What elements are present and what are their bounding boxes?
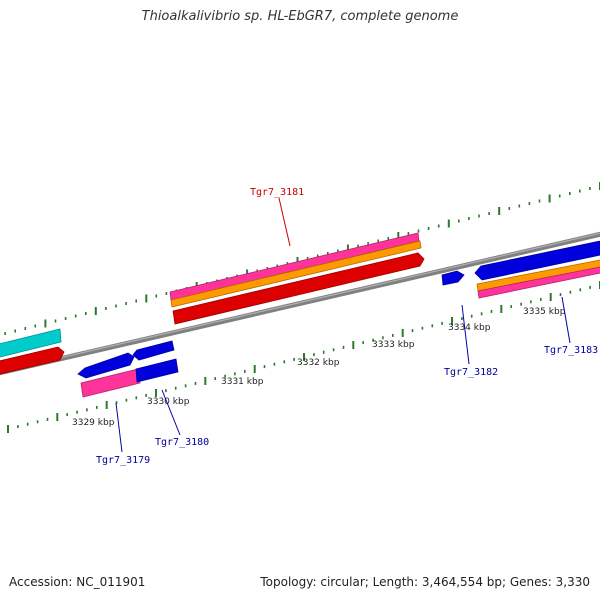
leader-3179 xyxy=(115,402,123,453)
genome-backbone xyxy=(0,231,600,376)
tick-labels: 3329 kbp 3330 kbp 3331 kbp 3332 kbp 3333… xyxy=(72,307,566,428)
genome-summary-text: Topology: circular; Length: 3,464,554 bp… xyxy=(260,575,590,589)
gene-label-tgr7-3182[interactable]: Tgr7_3182 xyxy=(444,367,498,378)
gene-label-tgr7-3181[interactable]: Tgr7_3181 xyxy=(250,187,304,198)
cds-reverse-3181 xyxy=(172,252,425,325)
leader-3181 xyxy=(278,197,291,247)
cds-forward-3179a xyxy=(77,352,135,379)
rna-feature-3179 xyxy=(80,368,141,398)
tick-label-3334: 3334 kbp xyxy=(448,323,491,333)
genome-backbone-highlight xyxy=(0,232,600,373)
cyan-feature-left xyxy=(0,328,62,358)
orange-feature-3183 xyxy=(476,259,600,292)
cds-reverse-left xyxy=(0,346,65,375)
leader-3182 xyxy=(461,304,470,365)
cds-forward-3182 xyxy=(441,270,465,286)
tick-label-3330: 3330 kbp xyxy=(147,397,190,407)
tick-label-3335: 3335 kbp xyxy=(523,307,566,317)
inner-tick-track xyxy=(7,281,600,433)
tick-label-3333: 3333 kbp xyxy=(372,340,415,350)
tick-label-3331: 3331 kbp xyxy=(221,377,264,387)
cds-forward-3183 xyxy=(474,240,600,281)
leader-3183 xyxy=(561,296,571,344)
map-title: Thioalkalivibrio sp. HL-EbGR7, complete … xyxy=(141,9,459,24)
cds-forward-3179b xyxy=(132,340,175,361)
tick-label-3332: 3332 kbp xyxy=(297,358,340,368)
outer-tick-track xyxy=(4,182,600,335)
gene-label-tgr7-3179[interactable]: Tgr7_3179 xyxy=(96,455,150,466)
gene-labels: Tgr7_3179 Tgr7_3180 Tgr7_3181 Tgr7_3182 … xyxy=(96,187,598,466)
accession-text: Accession: NC_011901 xyxy=(9,575,146,589)
gene-label-tgr7-3180[interactable]: Tgr7_3180 xyxy=(155,437,209,448)
rna-feature-3183 xyxy=(477,266,600,299)
gene-leader-lines xyxy=(115,197,571,453)
orange-feature-3181 xyxy=(170,240,422,308)
gene-label-tgr7-3183[interactable]: Tgr7_3183 xyxy=(544,345,598,356)
leader-3180 xyxy=(161,389,181,436)
cds-forward-3180 xyxy=(135,358,179,383)
tick-label-3329: 3329 kbp xyxy=(72,418,115,428)
